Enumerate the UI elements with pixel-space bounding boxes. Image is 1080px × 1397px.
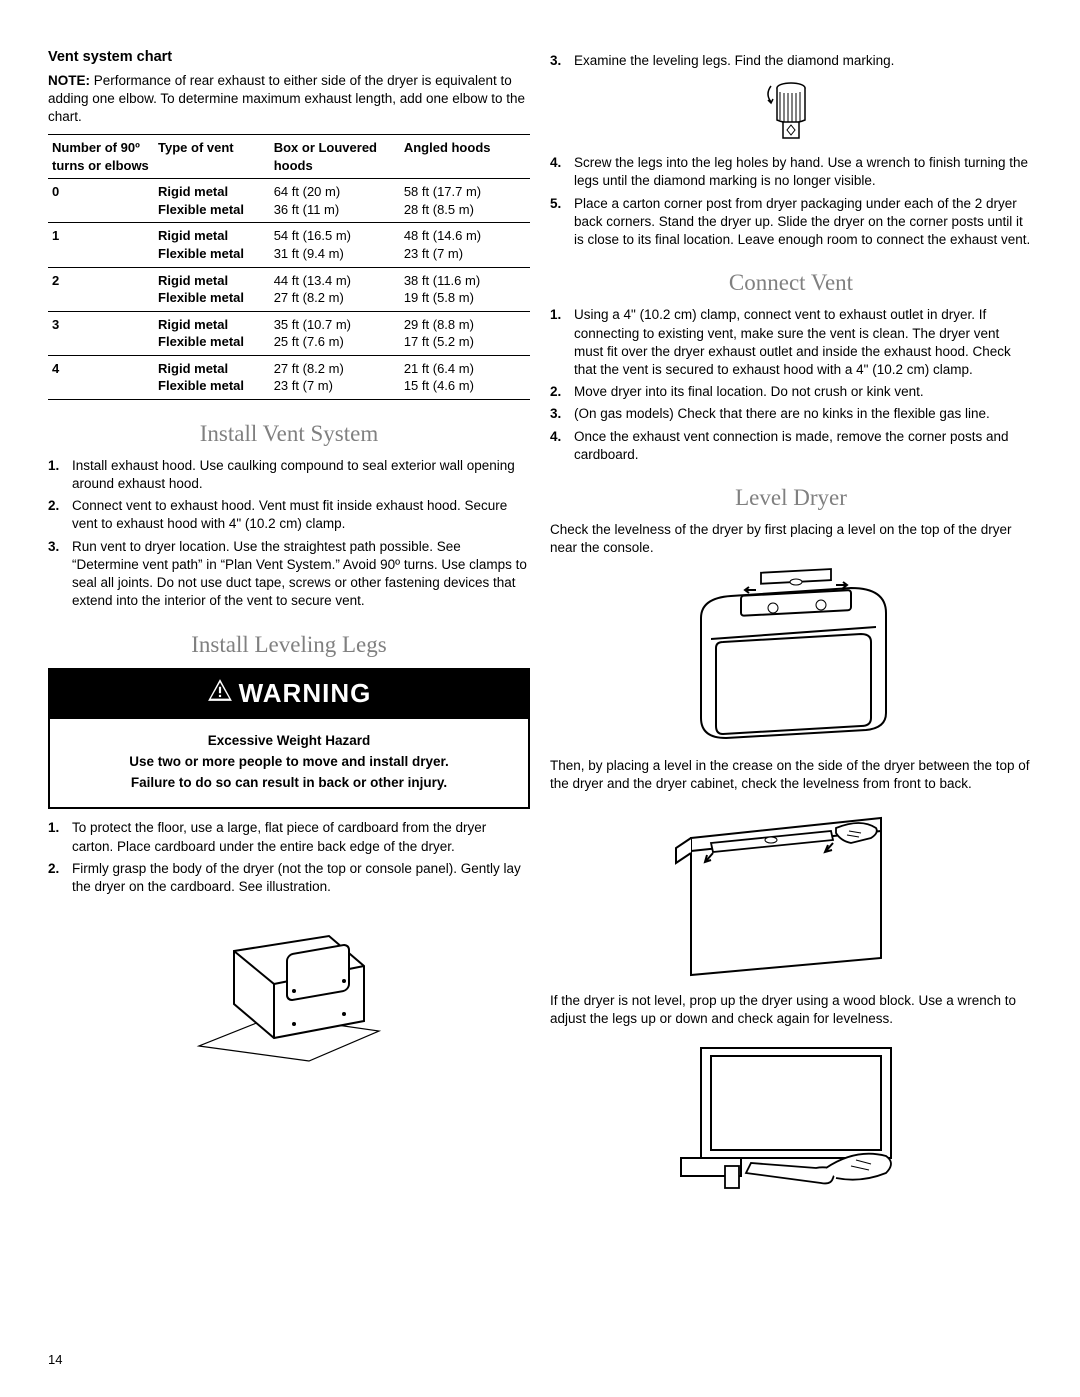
step-item: Using a 4" (10.2 cm) clamp, connect vent… (550, 306, 1032, 379)
step-item: Screw the legs into the leg holes by han… (550, 154, 1032, 190)
level-on-top-illustration (661, 568, 921, 743)
warning-body: Excessive Weight Hazard Use two or more … (50, 719, 528, 808)
leveling-steps-part3: Screw the legs into the leg holes by han… (550, 154, 1032, 249)
vent-system-table: Number of 90º turns or elbows Type of ve… (48, 134, 530, 400)
connect-vent-heading: Connect Vent (550, 267, 1032, 298)
wrench-adjust-illustration (661, 1038, 921, 1203)
two-column-layout: Vent system chart NOTE: Performance of r… (48, 48, 1032, 1217)
page-number: 14 (48, 1351, 62, 1369)
table-row: 0Rigid metalFlexible metal64 ft (20 m)36… (48, 179, 530, 223)
level-dryer-outro: If the dryer is not level, prop up the d… (550, 992, 1032, 1028)
step-item: (On gas models) Check that there are no … (550, 405, 1032, 423)
warning-icon (207, 676, 233, 711)
level-on-side-illustration (661, 803, 921, 978)
left-column: Vent system chart NOTE: Performance of r… (48, 48, 530, 1217)
vent-chart-note: NOTE: Performance of rear exhaust to eit… (48, 72, 530, 127)
step-item: Examine the leveling legs. Find the diam… (550, 52, 1032, 70)
table-row: 2Rigid metalFlexible metal44 ft (13.4 m)… (48, 267, 530, 311)
table-row: 1Rigid metalFlexible metal54 ft (16.5 m)… (48, 223, 530, 267)
install-vent-heading: Install Vent System (48, 418, 530, 449)
step-item: Once the exhaust vent connection is made… (550, 428, 1032, 464)
note-text: Performance of rear exhaust to either si… (48, 73, 525, 124)
level-dryer-intro: Check the levelness of the dryer by firs… (550, 521, 1032, 557)
warning-header: WARNING (50, 670, 528, 719)
install-vent-steps: Install exhaust hood. Use caulking compo… (48, 457, 530, 611)
warning-box: WARNING Excessive Weight Hazard Use two … (48, 668, 530, 810)
note-label: NOTE: (48, 73, 90, 88)
level-dryer-heading: Level Dryer (550, 482, 1032, 513)
step-item: Connect vent to exhaust hood. Vent must … (48, 497, 530, 533)
install-leveling-heading: Install Leveling Legs (48, 629, 530, 660)
vent-chart-title: Vent system chart (48, 48, 530, 68)
leveling-leg-illustration (761, 78, 821, 148)
leveling-steps-part1: To protect the floor, use a large, flat … (48, 819, 530, 896)
step-item: Place a carton corner post from dryer pa… (550, 195, 1032, 250)
table-row: 4Rigid metalFlexible metal27 ft (8.2 m)2… (48, 355, 530, 399)
warning-label: WARNING (239, 676, 372, 711)
level-dryer-mid: Then, by placing a level in the crease o… (550, 757, 1032, 793)
step-item: Firmly grasp the body of the dryer (not … (48, 860, 530, 896)
step-item: Move dryer into its final location. Do n… (550, 383, 1032, 401)
connect-vent-steps: Using a 4" (10.2 cm) clamp, connect vent… (550, 306, 1032, 464)
table-row: 3Rigid metalFlexible metal35 ft (10.7 m)… (48, 311, 530, 355)
step-item: Install exhaust hood. Use caulking compo… (48, 457, 530, 493)
step-item: Run vent to dryer location. Use the stra… (48, 538, 530, 611)
step-item: To protect the floor, use a large, flat … (48, 819, 530, 855)
leveling-steps-part2: Examine the leveling legs. Find the diam… (550, 52, 1032, 70)
dryer-on-cardboard-illustration (179, 906, 399, 1066)
right-column: Examine the leveling legs. Find the diam… (550, 48, 1032, 1217)
